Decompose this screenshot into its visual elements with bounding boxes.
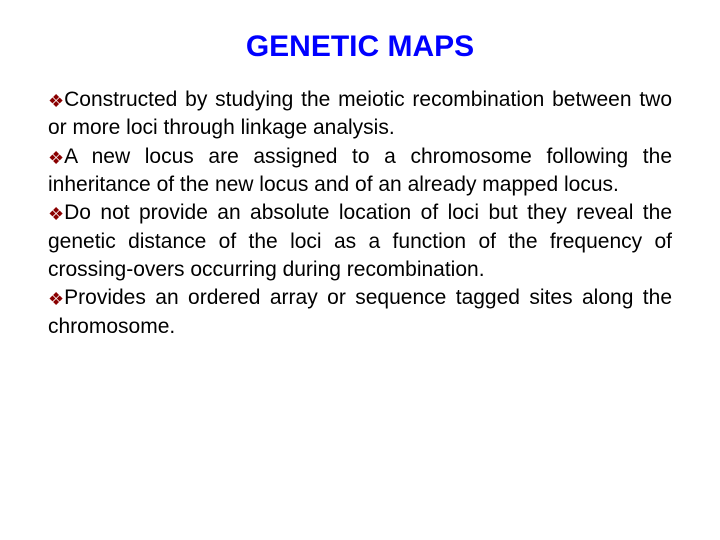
list-item: ❖Provides an ordered array or sequence t… — [48, 284, 672, 341]
bullet-text: Provides an ordered array or sequence ta… — [48, 286, 672, 337]
diamond-bullet-icon: ❖ — [48, 287, 64, 311]
list-item: ❖Do not provide an absolute location of … — [48, 199, 672, 284]
list-item: ❖Constructed by studying the meiotic rec… — [48, 86, 672, 143]
bullet-text: Do not provide an absolute location of l… — [48, 201, 672, 281]
diamond-bullet-icon: ❖ — [48, 146, 64, 170]
bullet-text: A new locus are assigned to a chromosome… — [48, 145, 672, 196]
content-area: ❖Constructed by studying the meiotic rec… — [48, 86, 672, 341]
diamond-bullet-icon: ❖ — [48, 89, 64, 113]
bullet-text: Constructed by studying the meiotic reco… — [48, 88, 672, 139]
list-item: ❖A new locus are assigned to a chromosom… — [48, 143, 672, 200]
page-title: GENETIC MAPS — [48, 30, 672, 64]
diamond-bullet-icon: ❖ — [48, 202, 64, 226]
